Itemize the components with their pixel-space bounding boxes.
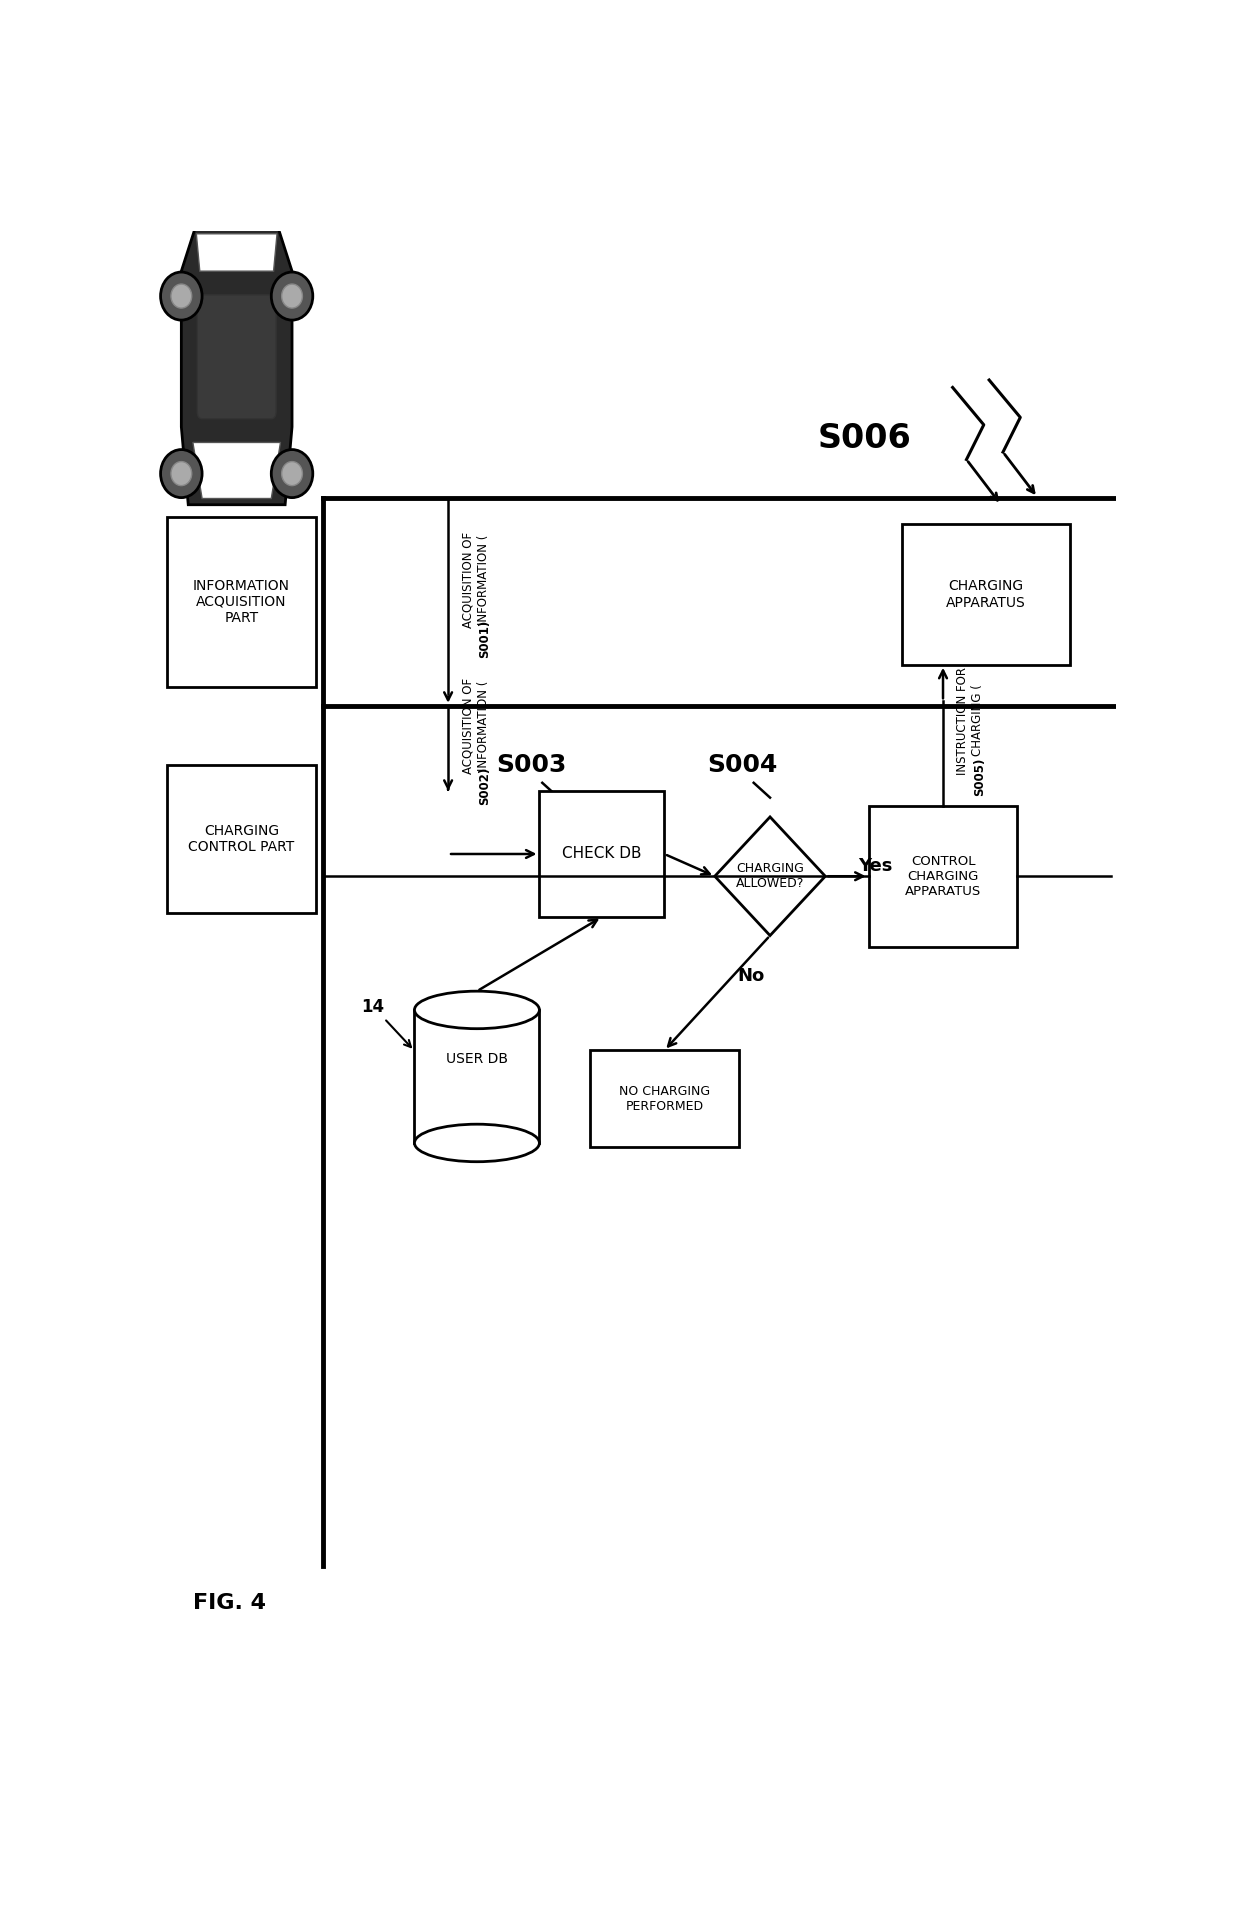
Ellipse shape [171,462,192,485]
Ellipse shape [272,272,312,320]
Ellipse shape [160,449,202,497]
FancyBboxPatch shape [197,295,277,418]
Polygon shape [181,225,293,505]
FancyBboxPatch shape [539,792,665,917]
Text: NO CHARGING
PERFORMED: NO CHARGING PERFORMED [619,1084,709,1113]
Ellipse shape [281,462,303,485]
Text: CHARGING
CONTROL PART: CHARGING CONTROL PART [188,824,295,855]
Text: S002): S002) [477,767,491,805]
Polygon shape [193,443,280,499]
FancyBboxPatch shape [167,516,316,688]
Ellipse shape [160,272,202,320]
Text: FIG. 4: FIG. 4 [193,1593,267,1612]
FancyBboxPatch shape [903,524,1070,664]
Polygon shape [714,817,826,936]
Ellipse shape [281,283,303,308]
Text: S003: S003 [496,753,567,776]
FancyBboxPatch shape [590,1050,739,1146]
Text: CHARGING
APPARATUS: CHARGING APPARATUS [946,580,1027,609]
Ellipse shape [414,992,539,1028]
Text: ACQUISITION OF
INFORMATION (: ACQUISITION OF INFORMATION ( [461,532,490,628]
FancyBboxPatch shape [868,805,1018,948]
Text: S006: S006 [818,422,911,455]
Ellipse shape [272,449,312,497]
FancyBboxPatch shape [167,765,316,913]
Text: INFORMATION
ACQUISITION
PART: INFORMATION ACQUISITION PART [193,578,290,626]
Text: CONTROL
CHARGING
APPARATUS: CONTROL CHARGING APPARATUS [905,855,981,898]
Text: INSTRUCTION FOR
CHARGING (: INSTRUCTION FOR CHARGING ( [956,666,985,774]
Text: CHARGING
ALLOWED?: CHARGING ALLOWED? [735,863,805,890]
Text: Yes: Yes [858,857,893,874]
Text: ACQUISITION OF
INFORMATION (: ACQUISITION OF INFORMATION ( [461,678,490,774]
Ellipse shape [414,1125,539,1161]
Text: No: No [738,967,764,984]
Text: S005): S005) [973,757,986,795]
FancyBboxPatch shape [414,1009,539,1142]
Text: S004: S004 [708,753,777,776]
Polygon shape [196,233,277,272]
Text: S001): S001) [477,620,491,659]
Ellipse shape [171,283,192,308]
Text: USER DB: USER DB [446,1052,508,1067]
Text: 14: 14 [362,998,410,1048]
Text: CHECK DB: CHECK DB [562,847,641,861]
